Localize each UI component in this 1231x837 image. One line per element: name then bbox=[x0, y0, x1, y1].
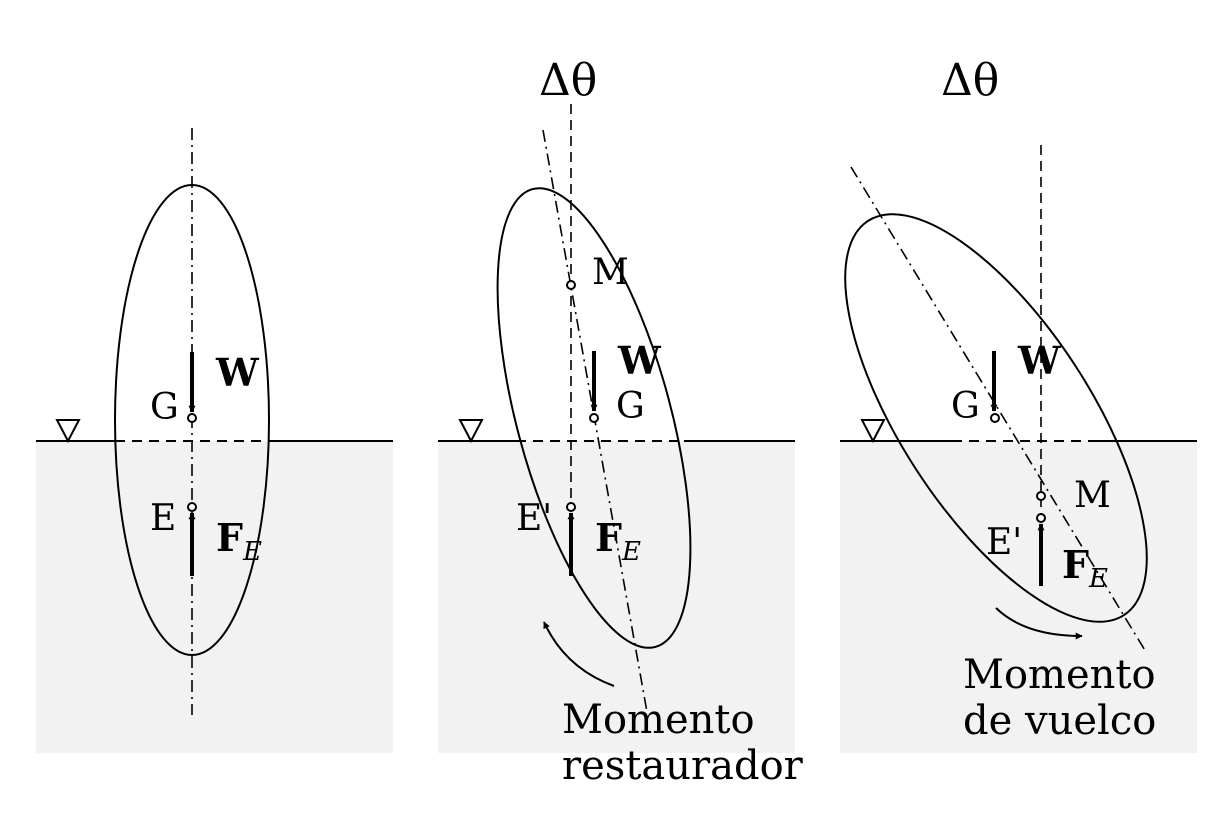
water-region bbox=[840, 441, 1197, 753]
moment-label: Momento de vuelco bbox=[963, 652, 1156, 744]
water-region bbox=[36, 441, 393, 753]
floating-body bbox=[496, 187, 692, 649]
label-weight: W bbox=[215, 350, 260, 395]
label-angle: Δθ bbox=[539, 55, 597, 106]
label-E: E bbox=[150, 498, 176, 539]
water-region bbox=[438, 441, 795, 753]
label-E: E' bbox=[986, 522, 1022, 563]
metacenter-point bbox=[566, 280, 576, 290]
label-E: E' bbox=[516, 498, 552, 539]
label-angle: Δθ bbox=[941, 55, 999, 106]
panel-overturning: Δθ G M E' W FE Momento de vuelco bbox=[840, 55, 1197, 753]
label-buoyancy-force: FE bbox=[595, 515, 641, 567]
metacenter-point bbox=[1036, 491, 1046, 501]
label-G: G bbox=[951, 386, 980, 427]
label-weight: W bbox=[1017, 338, 1062, 383]
water-level-icon bbox=[55, 419, 81, 444]
label-weight: W bbox=[617, 338, 662, 383]
floating-body bbox=[844, 213, 1148, 623]
label-G: G bbox=[150, 387, 179, 428]
label-buoyancy-force: FE bbox=[216, 515, 262, 567]
body-axis bbox=[850, 166, 1147, 653]
label-M: M bbox=[592, 252, 629, 293]
center-of-buoyancy-point bbox=[187, 502, 197, 512]
center-of-buoyancy-point bbox=[1036, 513, 1046, 523]
water-level-icon bbox=[860, 419, 886, 444]
restoring-moment-arrow bbox=[543, 621, 615, 687]
panel-restoring: Δθ M G E' W FE Momento restaurador bbox=[438, 55, 804, 789]
label-G: G bbox=[616, 386, 645, 427]
panel-stable-upright: G E W FE bbox=[36, 128, 393, 753]
overturning-moment-arrow bbox=[995, 607, 1083, 640]
moment-label: Momento restaurador bbox=[562, 697, 804, 789]
center-of-buoyancy-point bbox=[566, 502, 576, 512]
center-of-gravity-point bbox=[589, 413, 599, 423]
label-M: M bbox=[1074, 475, 1111, 516]
center-of-gravity-point bbox=[990, 413, 1000, 423]
water-level-icon bbox=[458, 419, 484, 444]
center-of-gravity-point bbox=[187, 413, 197, 423]
label-buoyancy-force: FE bbox=[1062, 542, 1108, 594]
